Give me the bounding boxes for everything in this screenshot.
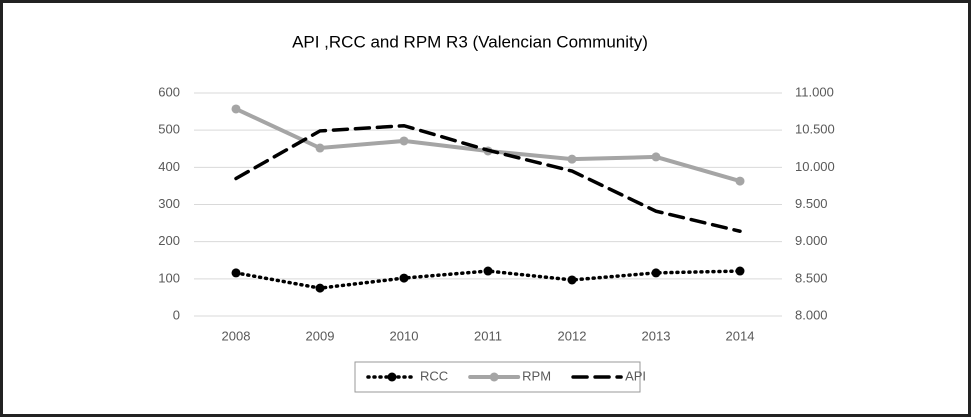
y-tick-label: 0 <box>173 307 180 322</box>
data-point <box>735 176 745 186</box>
data-point <box>231 268 241 278</box>
y2-tick-label: 8.500 <box>795 270 828 285</box>
y2-tick-label: 10.500 <box>795 122 835 137</box>
y-tick-label: 500 <box>158 122 180 137</box>
legend-marker <box>489 372 499 382</box>
y-tick-label: 300 <box>158 196 180 211</box>
x-tick-label: 2013 <box>642 328 671 343</box>
y-tick-label: 600 <box>158 84 180 99</box>
y2-tick-label: 10.000 <box>795 159 835 174</box>
y-tick-label: 100 <box>158 270 180 285</box>
data-point <box>651 268 661 278</box>
legend-marker <box>387 372 397 382</box>
legend-label: RPM <box>522 368 551 383</box>
x-tick-label: 2009 <box>306 328 335 343</box>
y-tick-label: 400 <box>158 159 180 174</box>
data-point <box>399 136 409 146</box>
data-point <box>483 266 493 276</box>
y2-tick-label: 11.000 <box>795 84 834 99</box>
data-point <box>651 152 661 162</box>
x-tick-label: 2011 <box>474 328 502 343</box>
y-tick-label: 200 <box>158 233 180 248</box>
data-point <box>399 273 409 283</box>
data-point <box>315 143 325 153</box>
y2-tick-label: 9.000 <box>795 233 828 248</box>
legend-label: RCC <box>420 368 448 383</box>
x-tick-label: 2008 <box>222 328 251 343</box>
x-tick-label: 2014 <box>726 328 755 343</box>
x-tick-label: 2010 <box>390 328 419 343</box>
data-point <box>315 283 325 293</box>
data-point <box>567 154 577 164</box>
legend-label: API <box>625 368 646 383</box>
x-tick-label: 2012 <box>558 328 587 343</box>
series-line <box>234 123 742 234</box>
chart-title: API ,RCC and RPM R3 (Valencian Community… <box>292 32 648 51</box>
y2-tick-label: 8.000 <box>795 307 828 322</box>
data-point <box>567 275 577 285</box>
data-point <box>735 266 745 276</box>
data-point <box>231 104 241 114</box>
y2-tick-label: 9.500 <box>795 196 828 211</box>
